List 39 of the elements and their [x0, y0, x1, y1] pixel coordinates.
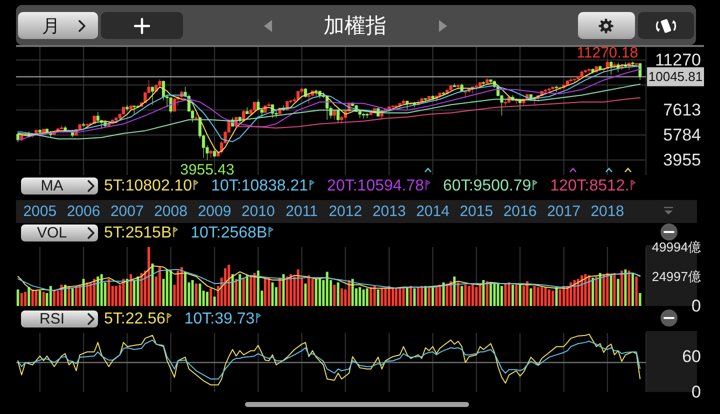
- x-tick-label: 2005: [23, 203, 57, 220]
- text: 20T:10594.78: [327, 178, 424, 194]
- x-tick-label: 2012: [328, 203, 362, 220]
- x-tick-label: 2017: [547, 203, 580, 220]
- y-tick-label: 7613: [663, 100, 701, 120]
- y-tick-label: 5784: [663, 126, 701, 145]
- annotation: 3955.43: [180, 162, 234, 179]
- y-tick-label: 0: [692, 382, 701, 402]
- annotation: 11270.18: [576, 44, 638, 62]
- x-tick-label: 2015: [460, 203, 494, 220]
- series-label: 10T:39.73: [184, 310, 255, 328]
- text: 10T:10838.21: [211, 178, 308, 194]
- x-tick-label: 2014: [416, 203, 450, 220]
- y-tick-label: 60: [682, 347, 701, 366]
- chart-title: 加權指: [324, 14, 386, 38]
- legend-title: RSI: [39, 310, 65, 328]
- text: 60T:9500.79: [443, 178, 532, 194]
- y-tick-label: 24997億: [652, 269, 701, 284]
- x-tick-label: 2010: [241, 203, 275, 220]
- x-tick-label: 2009: [198, 203, 232, 220]
- y-tick-label: 11270: [654, 50, 701, 70]
- y-tick-label: 0: [692, 296, 701, 316]
- legend-label: 5T:10802.10: [104, 178, 192, 194]
- legend-title: MA: [40, 178, 64, 194]
- y-tick-label: 3955: [663, 150, 701, 170]
- x-tick-label: 2013: [372, 203, 406, 220]
- x-tick-label: 2007: [110, 203, 144, 220]
- legend-label: 5T:22.56: [104, 310, 166, 328]
- text: 月: [42, 16, 60, 36]
- text: 120T:8512.: [550, 178, 630, 194]
- x-tick-label: 2011: [286, 203, 318, 220]
- legend-label: 5T:2515B: [104, 224, 172, 242]
- legend-title: VOL: [36, 224, 68, 242]
- x-tick-label: 2006: [66, 203, 100, 220]
- x-tick-label: 2018: [590, 203, 624, 220]
- y-tick-label: 49994億: [652, 240, 701, 254]
- series-label: 10T:2568B: [190, 224, 268, 242]
- x-tick-label: 2008: [154, 203, 188, 220]
- x-tick-label: 2016: [503, 203, 537, 220]
